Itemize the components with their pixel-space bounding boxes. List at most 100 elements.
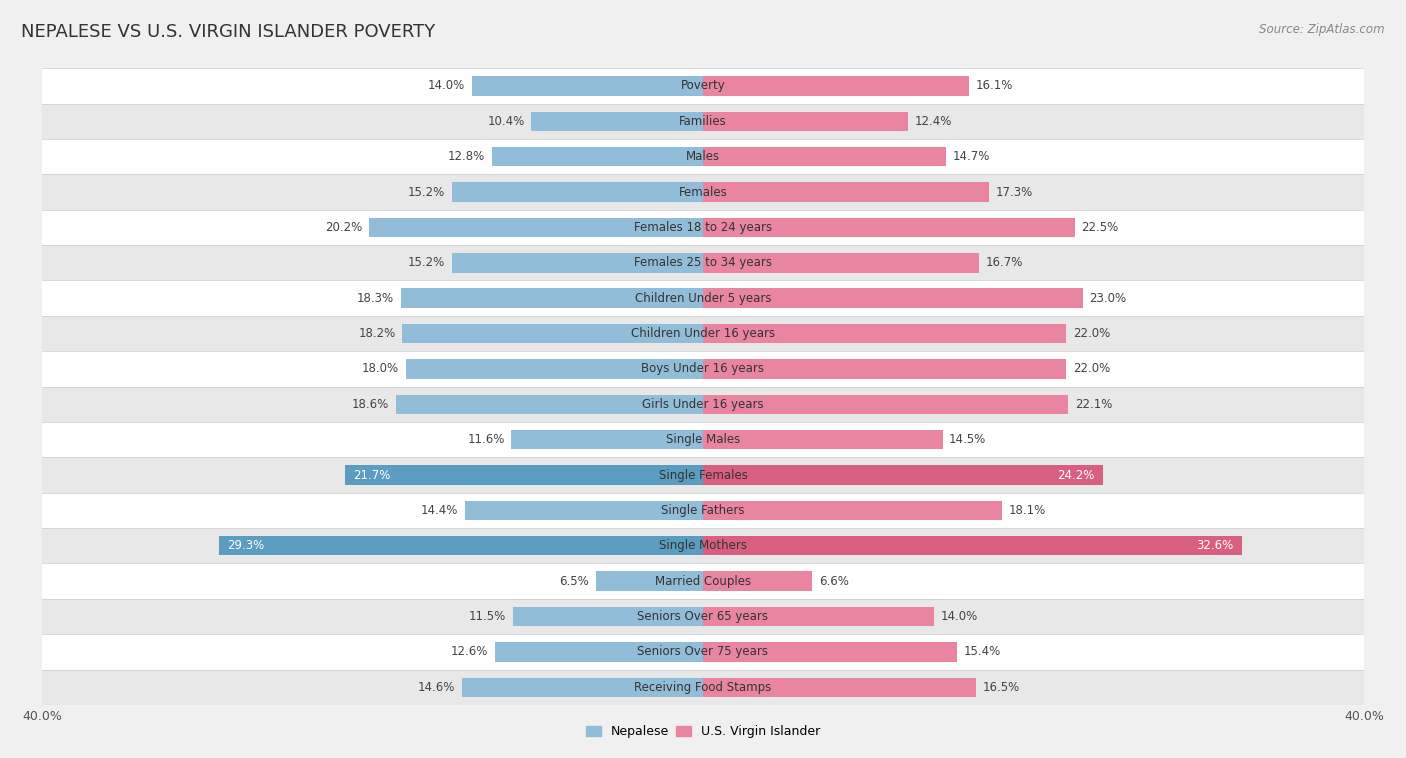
Text: 17.3%: 17.3% bbox=[995, 186, 1032, 199]
Bar bbox=[703, 77, 969, 96]
Text: Single Males: Single Males bbox=[666, 433, 740, 446]
Text: Source: ZipAtlas.com: Source: ZipAtlas.com bbox=[1260, 23, 1385, 36]
Bar bbox=[42, 351, 1364, 387]
Bar bbox=[703, 288, 1083, 308]
Bar bbox=[492, 147, 703, 167]
Text: 24.2%: 24.2% bbox=[1057, 468, 1094, 481]
Text: 16.1%: 16.1% bbox=[976, 80, 1012, 92]
Bar bbox=[42, 669, 1364, 705]
Bar bbox=[42, 68, 1364, 104]
Bar bbox=[596, 572, 703, 591]
Bar bbox=[344, 465, 703, 485]
Bar bbox=[405, 359, 703, 379]
Bar bbox=[703, 430, 942, 449]
Text: 23.0%: 23.0% bbox=[1090, 292, 1126, 305]
Bar bbox=[513, 607, 703, 626]
Bar bbox=[219, 536, 703, 556]
Text: 11.5%: 11.5% bbox=[470, 610, 506, 623]
Bar bbox=[703, 572, 813, 591]
Text: Boys Under 16 years: Boys Under 16 years bbox=[641, 362, 765, 375]
Text: 14.5%: 14.5% bbox=[949, 433, 987, 446]
Text: 14.0%: 14.0% bbox=[427, 80, 465, 92]
Text: 12.6%: 12.6% bbox=[451, 645, 488, 659]
Bar bbox=[451, 253, 703, 273]
Text: Females 25 to 34 years: Females 25 to 34 years bbox=[634, 256, 772, 269]
Text: 15.2%: 15.2% bbox=[408, 256, 446, 269]
Bar bbox=[42, 139, 1364, 174]
Bar bbox=[703, 324, 1066, 343]
Bar bbox=[703, 501, 1002, 520]
Bar bbox=[395, 394, 703, 414]
Bar bbox=[465, 501, 703, 520]
Text: 21.7%: 21.7% bbox=[353, 468, 389, 481]
Text: 14.0%: 14.0% bbox=[941, 610, 979, 623]
Text: 11.6%: 11.6% bbox=[467, 433, 505, 446]
Text: 6.5%: 6.5% bbox=[560, 575, 589, 587]
Text: 18.6%: 18.6% bbox=[352, 398, 389, 411]
Text: 12.4%: 12.4% bbox=[914, 114, 952, 128]
Text: 14.4%: 14.4% bbox=[422, 504, 458, 517]
Bar bbox=[42, 457, 1364, 493]
Legend: Nepalese, U.S. Virgin Islander: Nepalese, U.S. Virgin Islander bbox=[581, 720, 825, 744]
Text: Seniors Over 75 years: Seniors Over 75 years bbox=[637, 645, 769, 659]
Text: Females 18 to 24 years: Females 18 to 24 years bbox=[634, 221, 772, 234]
Bar bbox=[401, 288, 703, 308]
Text: Receiving Food Stamps: Receiving Food Stamps bbox=[634, 681, 772, 694]
Text: Single Females: Single Females bbox=[658, 468, 748, 481]
Bar bbox=[471, 77, 703, 96]
Text: 32.6%: 32.6% bbox=[1197, 539, 1233, 553]
Text: 18.1%: 18.1% bbox=[1008, 504, 1046, 517]
Text: 16.5%: 16.5% bbox=[983, 681, 1019, 694]
Bar bbox=[42, 422, 1364, 457]
Bar bbox=[703, 607, 934, 626]
Text: 20.2%: 20.2% bbox=[325, 221, 363, 234]
Text: 29.3%: 29.3% bbox=[228, 539, 264, 553]
Bar bbox=[512, 430, 703, 449]
Bar bbox=[531, 111, 703, 131]
Text: Single Fathers: Single Fathers bbox=[661, 504, 745, 517]
Bar bbox=[703, 642, 957, 662]
Text: 16.7%: 16.7% bbox=[986, 256, 1024, 269]
Text: Children Under 16 years: Children Under 16 years bbox=[631, 327, 775, 340]
Text: 14.6%: 14.6% bbox=[418, 681, 456, 694]
Bar bbox=[703, 678, 976, 697]
Text: Girls Under 16 years: Girls Under 16 years bbox=[643, 398, 763, 411]
Bar bbox=[42, 316, 1364, 351]
Text: 6.6%: 6.6% bbox=[818, 575, 848, 587]
Bar bbox=[370, 218, 703, 237]
Bar bbox=[42, 387, 1364, 422]
Text: Children Under 5 years: Children Under 5 years bbox=[634, 292, 772, 305]
Bar bbox=[703, 218, 1074, 237]
Text: Seniors Over 65 years: Seniors Over 65 years bbox=[637, 610, 769, 623]
Bar bbox=[703, 394, 1069, 414]
Text: 18.0%: 18.0% bbox=[361, 362, 399, 375]
Text: 12.8%: 12.8% bbox=[447, 150, 485, 163]
Text: 22.0%: 22.0% bbox=[1073, 362, 1111, 375]
Text: Single Mothers: Single Mothers bbox=[659, 539, 747, 553]
Text: 15.4%: 15.4% bbox=[965, 645, 1001, 659]
Text: 14.7%: 14.7% bbox=[952, 150, 990, 163]
Text: 22.0%: 22.0% bbox=[1073, 327, 1111, 340]
Text: 18.2%: 18.2% bbox=[359, 327, 395, 340]
Text: 10.4%: 10.4% bbox=[488, 114, 524, 128]
Bar bbox=[42, 493, 1364, 528]
Text: Families: Families bbox=[679, 114, 727, 128]
Bar bbox=[42, 634, 1364, 669]
Bar bbox=[703, 183, 988, 202]
Text: NEPALESE VS U.S. VIRGIN ISLANDER POVERTY: NEPALESE VS U.S. VIRGIN ISLANDER POVERTY bbox=[21, 23, 436, 41]
Bar bbox=[42, 245, 1364, 280]
Bar bbox=[703, 536, 1241, 556]
Text: Married Couples: Married Couples bbox=[655, 575, 751, 587]
Bar bbox=[42, 210, 1364, 245]
Bar bbox=[703, 359, 1066, 379]
Bar bbox=[42, 174, 1364, 210]
Bar bbox=[42, 528, 1364, 563]
Text: Females: Females bbox=[679, 186, 727, 199]
Text: 15.2%: 15.2% bbox=[408, 186, 446, 199]
Bar bbox=[451, 183, 703, 202]
Bar bbox=[42, 599, 1364, 634]
Bar bbox=[703, 465, 1102, 485]
Bar bbox=[42, 280, 1364, 316]
Text: 22.5%: 22.5% bbox=[1081, 221, 1119, 234]
Bar bbox=[42, 104, 1364, 139]
